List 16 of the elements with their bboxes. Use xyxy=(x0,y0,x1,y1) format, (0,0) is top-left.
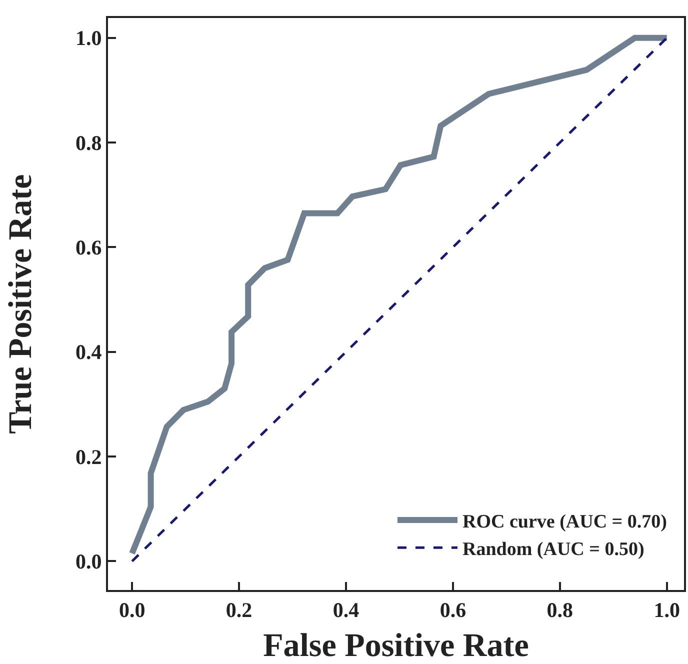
legend-label: ROC curve (AUC = 0.70) xyxy=(462,511,667,532)
x-tick-label: 1.0 xyxy=(654,598,680,622)
y-tick-label: 0.4 xyxy=(76,340,102,364)
legend-label: Random (AUC = 0.50) xyxy=(462,539,644,560)
x-tick-label: 0.4 xyxy=(332,598,360,622)
y-tick-label: 0.0 xyxy=(76,550,102,574)
y-tick-label: 0.8 xyxy=(76,130,102,155)
y-tick-label: 0.6 xyxy=(76,236,102,260)
x-tick-label: 0.8 xyxy=(546,598,574,622)
x-tick-label: 0.2 xyxy=(226,598,252,622)
y-tick-label: 1.0 xyxy=(76,26,102,50)
x-axis-title: False Positive Rate xyxy=(263,628,529,664)
y-axis-title: True Positive Rate xyxy=(3,174,39,434)
x-tick-label: 0.0 xyxy=(118,598,146,622)
y-tick-label: 0.2 xyxy=(76,444,102,469)
x-tick-label: 0.6 xyxy=(440,598,466,622)
